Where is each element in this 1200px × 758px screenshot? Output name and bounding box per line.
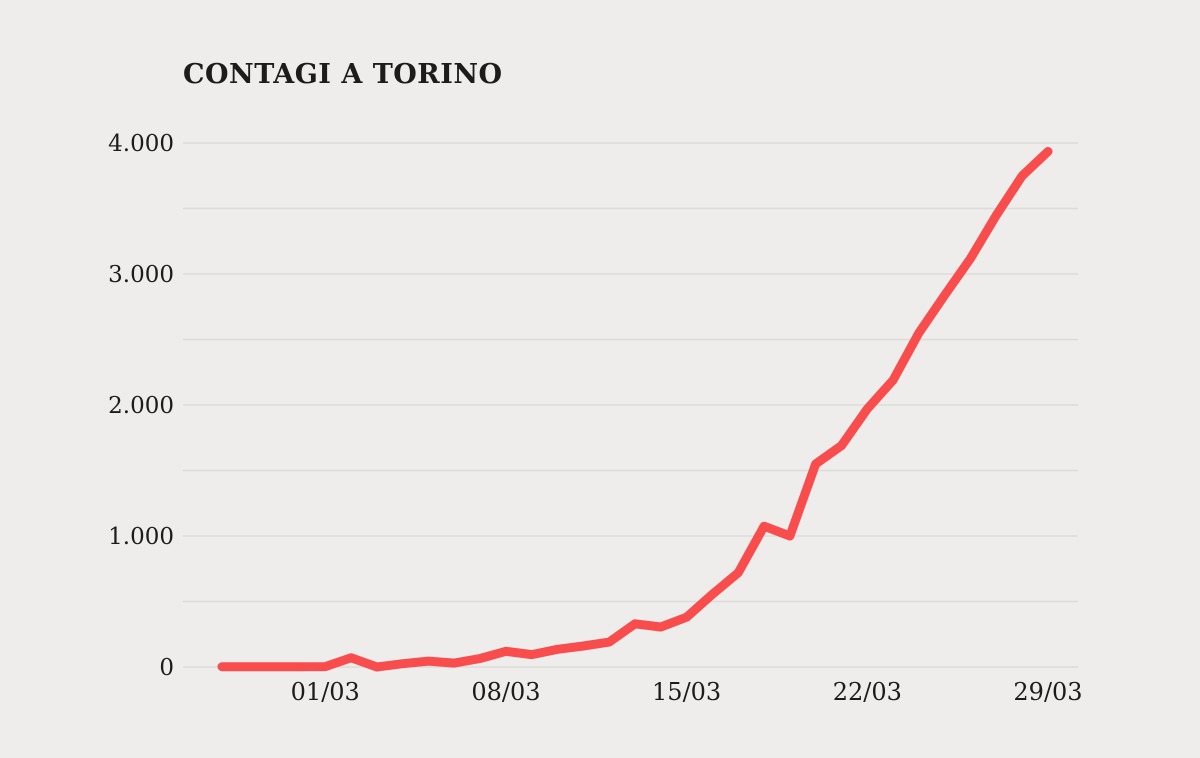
y-tick-label: 3.000 [108,262,174,288]
series-line-contagi [217,147,1053,672]
x-tick-label: 01/03 [291,678,360,706]
x-axis-labels: 01/03 08/03 15/03 22/03 29/03 [291,678,1083,706]
x-tick-label: 22/03 [833,678,902,706]
chart-title: CONTAGI A TORINO [183,59,503,90]
x-tick-label: 15/03 [652,678,721,706]
y-tick-label: 2.000 [108,393,174,419]
x-tick-label: 29/03 [1013,678,1082,706]
y-axis-labels: 0 1.000 2.000 3.000 4.000 [108,131,174,681]
y-tick-label: 1.000 [108,524,174,550]
y-tick-label: 0 [159,655,174,681]
x-tick-label: 08/03 [471,678,540,706]
y-tick-label: 4.000 [108,131,174,157]
